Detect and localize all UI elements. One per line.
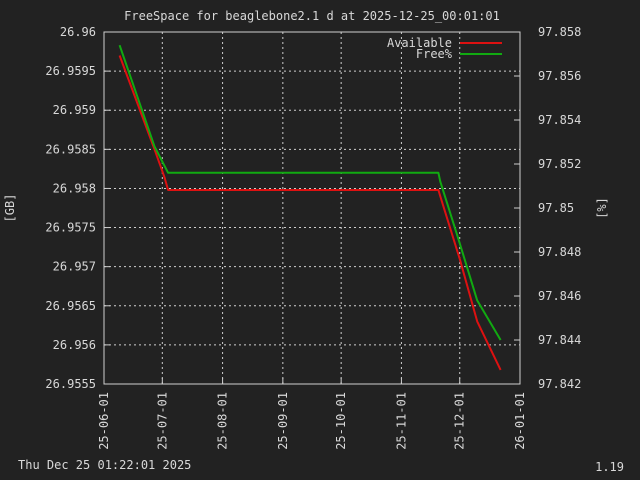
y-tick-label: 26.9555 bbox=[45, 377, 96, 391]
x-tick-label: 25-09-01 bbox=[276, 392, 290, 450]
x-tick-label: 25-06-01 bbox=[97, 392, 111, 450]
x-tick-label: 25-10-01 bbox=[334, 392, 348, 450]
y2-tick-label: 97.854 bbox=[538, 113, 581, 127]
y-tick-label: 26.96 bbox=[60, 25, 96, 39]
y-tick-label: 26.957 bbox=[53, 260, 96, 274]
y2-tick-label: 97.856 bbox=[538, 69, 581, 83]
y-axis-ticks: 26.9555 26.956 26.9565 26.957 26.9575 26.958 2… bbox=[45, 25, 110, 391]
chart-title: FreeSpace for beaglebone2.1 d at 2025-12… bbox=[124, 9, 500, 23]
y-tick-label: 26.956 bbox=[53, 338, 96, 352]
y-tick-label: 26.959 bbox=[53, 103, 96, 117]
y2-tick-label: 97.848 bbox=[538, 245, 581, 259]
y2-tick-label: 97.844 bbox=[538, 333, 581, 347]
series-line-available bbox=[118, 55, 502, 371]
series-line-free- bbox=[118, 44, 502, 341]
y2-tick-label: 97.85 bbox=[538, 201, 574, 215]
footer-version: 1.19 bbox=[595, 460, 624, 474]
y-tick-label: 26.9595 bbox=[45, 64, 96, 78]
x-tick-label: 25-12-01 bbox=[453, 392, 467, 450]
x-tick-label: 25-08-01 bbox=[216, 392, 230, 450]
y2-tick-label: 97.858 bbox=[538, 25, 581, 39]
x-tick-label: 26-01-01 bbox=[513, 392, 527, 450]
y2-tick-label: 97.852 bbox=[538, 157, 581, 171]
y-tick-label: 26.9585 bbox=[45, 142, 96, 156]
series-lines bbox=[118, 44, 502, 371]
x-axis-ticks: 25-06-01 25-07-01 25-08-01 25-09-01 25-10-01… bbox=[97, 378, 527, 450]
x-tick-label: 25-11-01 bbox=[394, 392, 408, 450]
grid-lines bbox=[104, 32, 520, 384]
y2-axis-label: [%] bbox=[595, 197, 609, 219]
plot-border bbox=[103, 31, 521, 385]
legend-label: Free% bbox=[416, 47, 453, 61]
y2-axis-ticks: 97.842 97.844 97.846 97.848 97.85 97.852 97.85… bbox=[514, 25, 581, 391]
plot-frame bbox=[103, 31, 521, 385]
footer-timestamp: Thu Dec 25 01:22:01 2025 bbox=[18, 458, 191, 472]
x-tick-label: 25-07-01 bbox=[155, 392, 169, 450]
y-tick-label: 26.9575 bbox=[45, 221, 96, 235]
y-tick-label: 26.958 bbox=[53, 181, 96, 195]
y2-tick-label: 97.846 bbox=[538, 289, 581, 303]
y-axis-label: [GB] bbox=[3, 194, 17, 223]
y-tick-label: 26.9565 bbox=[45, 299, 96, 313]
legend-label: Available bbox=[387, 36, 452, 50]
y2-tick-label: 97.842 bbox=[538, 377, 581, 391]
